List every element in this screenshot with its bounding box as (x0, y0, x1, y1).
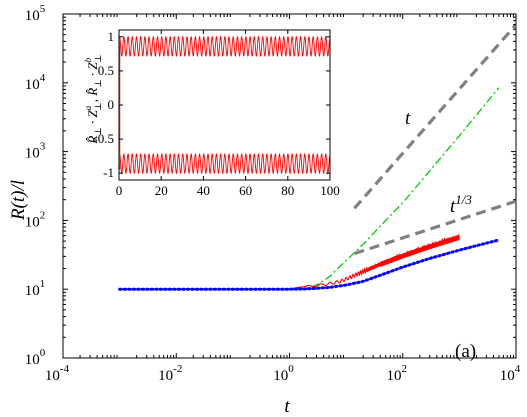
inset-ylabel-perp2: ⊥ (93, 102, 103, 110)
x-axis-label: t (284, 396, 290, 417)
inset-ylabel-b: b (83, 57, 93, 62)
x-tick-label: 10-2 (158, 363, 182, 384)
inset-tick-labels: 0 20 40 60 80 100 -1 -0.5 0 0.5 1 (93, 29, 339, 198)
y-axis-label: R(t)/l (8, 180, 29, 221)
reference-line-1 (353, 199, 516, 256)
y-tick-label: 101 (25, 278, 46, 299)
inset-ylabel-z2: · Z (85, 62, 100, 80)
inset-ylabel-r2: , R̂ (85, 88, 100, 103)
annotation-t-one-third: t1/3 (450, 192, 472, 217)
inset-x-tick-label: 80 (281, 183, 294, 198)
inset-y-tick-label: 0 (108, 97, 115, 112)
inset-ylabel-perp3: ⊥ (93, 79, 103, 87)
inset-y-axis-label: R̂⊥ · Za⊥, R̂⊥ · Zb⊥ (83, 54, 103, 144)
inset-x-tick-label: 100 (320, 183, 340, 198)
y-tick-label: 100 (25, 347, 46, 368)
x-tick-label: 10-4 (45, 363, 70, 384)
panel-label: (a) (455, 341, 476, 362)
inset-y-tick-label: 1 (108, 29, 115, 44)
inset-y-tick-label: -1 (103, 165, 114, 180)
y-tick-label: 103 (25, 141, 46, 162)
inset-ylabel-a: a (83, 105, 93, 110)
y-tick-label: 104 (25, 72, 46, 93)
inset-ylabel-z1: · Z (85, 109, 100, 127)
series-blue-dotted (118, 238, 501, 291)
inset-series-upper (119, 35, 330, 57)
series-red-dense-band (380, 234, 460, 268)
x-tick-label: 104 (500, 363, 521, 384)
series-green-dashdot (119, 87, 500, 290)
inset-ylabel-perp4: ⊥ (93, 54, 103, 62)
main-axis-ticks (62, 13, 517, 359)
inset-x-tick-label: 60 (239, 183, 252, 198)
reference-line-0 (353, 23, 516, 210)
inset-x-tick-label: 40 (197, 183, 210, 198)
y-tick-label: 102 (25, 209, 46, 230)
inset-y-tick-label: 0.5 (98, 63, 114, 78)
inset-x-tick-label: 20 (155, 183, 168, 198)
y-tick-label: 105 (25, 3, 46, 24)
inset-ylabel-r1: R̂ (85, 136, 100, 145)
annotation-t-one-third-base: t (450, 196, 456, 217)
inset-y-tick-label: -0.5 (93, 131, 114, 146)
inset-axis-ticks (118, 30, 331, 180)
annotation-t-one-third-exp: 1/3 (455, 192, 472, 207)
x-tick-label: 102 (387, 363, 408, 384)
inset-ylabel-perp1: ⊥ (93, 127, 103, 135)
annotation-t: t (405, 108, 411, 129)
x-tick-label: 100 (273, 363, 294, 384)
inset-x-tick-label: 0 (116, 183, 123, 198)
inset-series-lower (119, 152, 330, 175)
